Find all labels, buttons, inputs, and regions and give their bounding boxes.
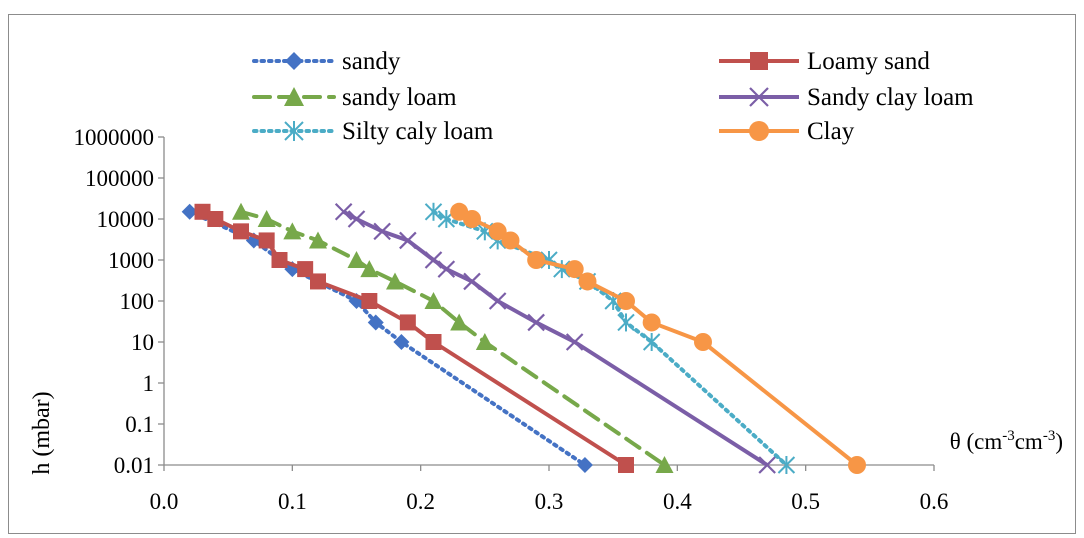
data-point <box>488 222 507 241</box>
data-point <box>386 272 404 290</box>
data-point <box>527 251 546 269</box>
data-point <box>181 203 198 220</box>
y-tick-label: 100000 <box>85 166 154 191</box>
data-point <box>424 292 443 309</box>
data-point <box>271 252 288 268</box>
y-axis-label: h (mbar) <box>29 391 55 474</box>
x-tick-label: 0.5 <box>791 489 820 514</box>
data-point <box>310 273 326 290</box>
legend-swatch-marker <box>284 121 304 141</box>
data-point <box>367 314 384 331</box>
y-tick-label: 100 <box>120 289 155 314</box>
data-point <box>618 457 634 473</box>
legend-label: Loamy sand <box>807 48 930 75</box>
data-point <box>578 272 597 291</box>
y-tick-label: 1000000 <box>74 125 155 150</box>
data-point <box>463 272 481 291</box>
y-tick-label: 0.1 <box>125 412 154 437</box>
series-sandy-loam <box>232 202 674 473</box>
legend-entry: sandy loam <box>252 84 457 111</box>
data-point <box>194 203 211 220</box>
legend-label: sandy loam <box>342 84 457 111</box>
data-point <box>347 251 366 268</box>
y-tick-label: 1 <box>143 371 155 396</box>
data-point <box>655 456 674 473</box>
data-point <box>424 202 443 221</box>
data-point <box>347 210 366 228</box>
data-point <box>642 313 661 332</box>
data-point <box>393 334 410 350</box>
data-point <box>463 210 481 228</box>
data-point <box>334 203 353 221</box>
data-point <box>488 292 507 310</box>
series-loamy-sand <box>194 203 634 473</box>
data-point <box>361 293 378 309</box>
legend-entry: Silty caly loam <box>252 118 494 145</box>
data-point <box>297 261 314 278</box>
x-tick-label: 0.1 <box>278 489 307 514</box>
legend-swatch-marker <box>285 52 303 70</box>
x-tick-label: 0.3 <box>535 489 564 514</box>
series-sandy <box>181 203 593 473</box>
data-point <box>565 333 584 351</box>
data-point <box>450 313 469 331</box>
legend-swatch-marker <box>284 87 304 106</box>
series-clay <box>450 202 866 474</box>
data-point <box>233 223 249 240</box>
legend-entry: sandy <box>252 48 401 75</box>
data-point <box>617 292 635 310</box>
y-tick-label: 1000 <box>108 248 154 273</box>
data-point <box>777 456 796 474</box>
data-point <box>475 333 494 350</box>
legend-entry: Sandy clay loam <box>719 84 974 111</box>
x-tick-label: 0.6 <box>920 489 949 514</box>
data-point <box>257 210 276 227</box>
y-tick-label: 0.01 <box>114 453 154 478</box>
data-point <box>576 457 593 473</box>
chart-frame: 0.01 0.1 1 10 100 1000 10000 100000 1000000 0.0 0.… <box>8 14 1076 534</box>
data-point <box>424 251 443 269</box>
legend-entry: Clay <box>719 118 855 145</box>
data-point <box>207 211 224 227</box>
y-tick-label: 10000 <box>97 207 155 232</box>
legend-label: Silty caly loam <box>342 118 494 145</box>
data-point <box>399 231 417 250</box>
data-point <box>399 314 416 331</box>
y-tick-label: 10 <box>131 330 154 355</box>
data-point <box>425 334 442 350</box>
data-point <box>309 231 327 249</box>
data-point <box>758 456 776 474</box>
data-point <box>565 260 584 279</box>
data-point <box>642 333 661 351</box>
x-tick-label: 0.4 <box>663 489 692 514</box>
data-point <box>848 456 866 474</box>
data-point <box>360 260 379 278</box>
legend-entry: Loamy sand <box>719 48 930 75</box>
x-axis-label: θ (cm-3cm-3) <box>950 428 1063 454</box>
chart-canvas: 0.01 0.1 1 10 100 1000 10000 100000 1000000 0.0 0.… <box>29 48 1063 514</box>
data-point <box>437 260 456 278</box>
data-point <box>501 231 520 250</box>
legend-swatch-marker <box>749 87 769 107</box>
series-line <box>239 209 667 467</box>
data-point <box>232 202 250 220</box>
x-tick-label: 0.0 <box>150 489 179 514</box>
legend-swatch-marker <box>749 121 769 141</box>
data-point <box>258 232 275 249</box>
data-point <box>694 333 712 351</box>
data-point <box>373 222 391 241</box>
legend-swatch-marker <box>750 52 768 70</box>
legend-label: Sandy clay loam <box>807 84 974 111</box>
legend-label: Clay <box>807 118 855 145</box>
data-point <box>527 313 545 332</box>
x-tick-label: 0.2 <box>406 489 435 514</box>
series-sandy-clay-loam <box>334 203 776 474</box>
data-point <box>617 313 635 332</box>
data-point <box>283 222 302 240</box>
legend-label: sandy <box>342 48 401 75</box>
